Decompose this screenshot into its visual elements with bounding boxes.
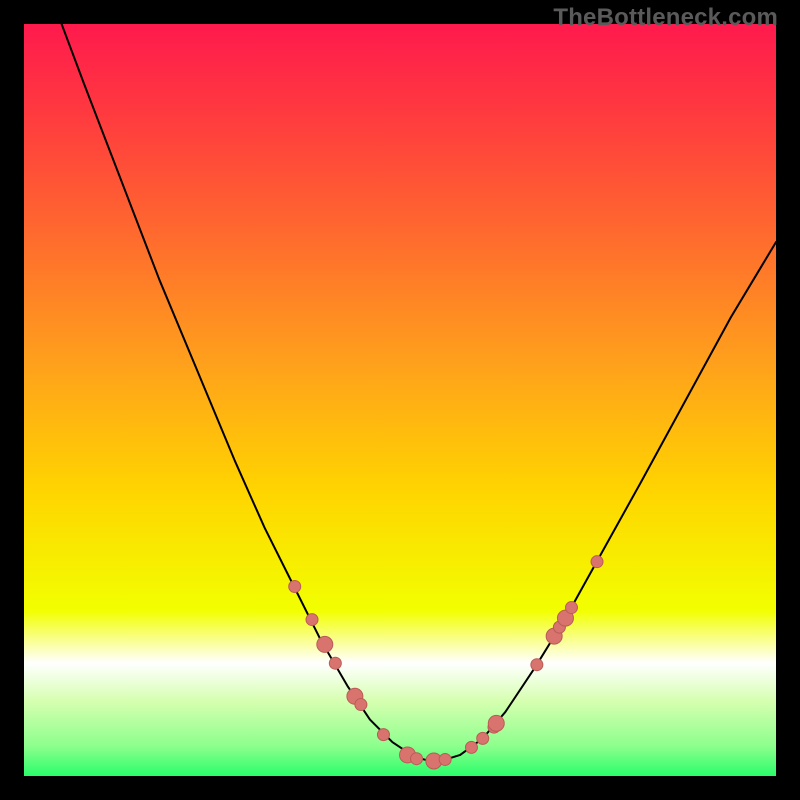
curve-marker [488, 715, 504, 731]
curve-marker [355, 699, 367, 711]
chart-svg [0, 0, 800, 800]
curve-marker [591, 556, 603, 568]
chart-frame: TheBottleneck.com [0, 0, 800, 800]
curve-marker [306, 614, 318, 626]
curve-marker [565, 602, 577, 614]
curve-marker [465, 741, 477, 753]
curve-marker [531, 659, 543, 671]
curve-marker [377, 729, 389, 741]
curve-marker [439, 753, 451, 765]
curve-marker [329, 657, 341, 669]
curve-marker [317, 636, 333, 652]
curve-marker [411, 753, 423, 765]
curve-marker [477, 732, 489, 744]
curve-marker [289, 581, 301, 593]
plot-background [24, 24, 776, 776]
